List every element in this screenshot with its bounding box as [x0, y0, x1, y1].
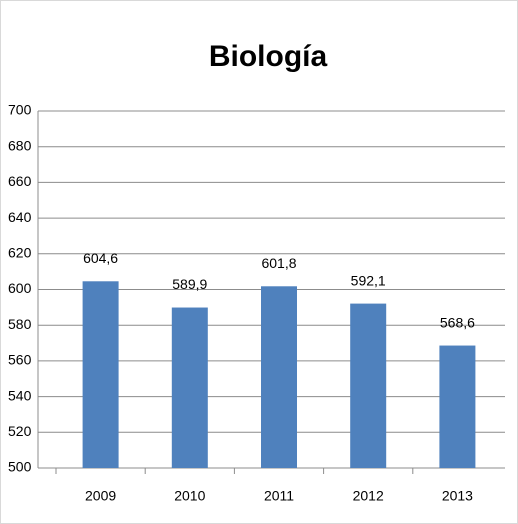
y-tick-label: 580	[8, 316, 32, 332]
x-tick-label: 2012	[353, 488, 384, 504]
data-label: 568,6	[440, 314, 475, 330]
y-tick-label: 640	[8, 209, 32, 225]
bar	[350, 303, 387, 468]
data-label: 592,1	[351, 272, 386, 288]
data-label: 601,8	[261, 255, 296, 271]
y-tick-label: 660	[8, 173, 32, 189]
bar	[171, 307, 208, 468]
x-tick-label: 2009	[85, 488, 116, 504]
y-tick-label: 680	[8, 137, 32, 153]
bar	[261, 286, 297, 468]
data-label: 604,6	[83, 250, 118, 266]
bar	[82, 281, 119, 468]
x-tick-label: 2013	[442, 488, 473, 504]
x-tick-label: 2010	[174, 488, 205, 504]
y-tick-label: 700	[8, 102, 32, 118]
y-tick-label: 600	[8, 280, 32, 296]
x-tick-label: 2011	[264, 488, 294, 504]
chart-title: Biología	[209, 40, 328, 73]
y-tick-label: 560	[8, 352, 32, 368]
data-label: 589,9	[172, 276, 207, 292]
y-tick-label: 520	[8, 423, 32, 439]
y-tick-label: 500	[8, 459, 32, 475]
y-tick-label: 540	[8, 387, 32, 403]
y-tick-label: 620	[8, 245, 32, 261]
bar	[439, 345, 476, 468]
